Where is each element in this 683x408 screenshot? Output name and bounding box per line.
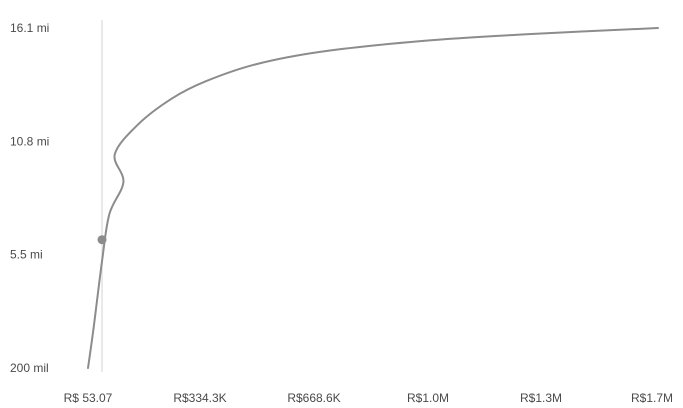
x-tick-label: R$1.0M (407, 391, 449, 405)
y-tick-label: 16.1 mi (10, 21, 49, 35)
x-tick-label: R$668.6K (287, 391, 340, 405)
x-tick-label: R$ 53.07 (64, 391, 113, 405)
y-tick-label: 10.8 mi (10, 134, 49, 148)
y-tick-label: 200 mil (10, 361, 49, 375)
hover-point-marker[interactable] (97, 235, 107, 245)
series-line-0 (87, 27, 659, 369)
x-tick-label: R$1.3M (520, 391, 562, 405)
x-tick-label: R$334.3K (173, 391, 226, 405)
y-tick-label: 5.5 mi (10, 248, 43, 262)
x-tick-label: R$1.7M (631, 391, 673, 405)
